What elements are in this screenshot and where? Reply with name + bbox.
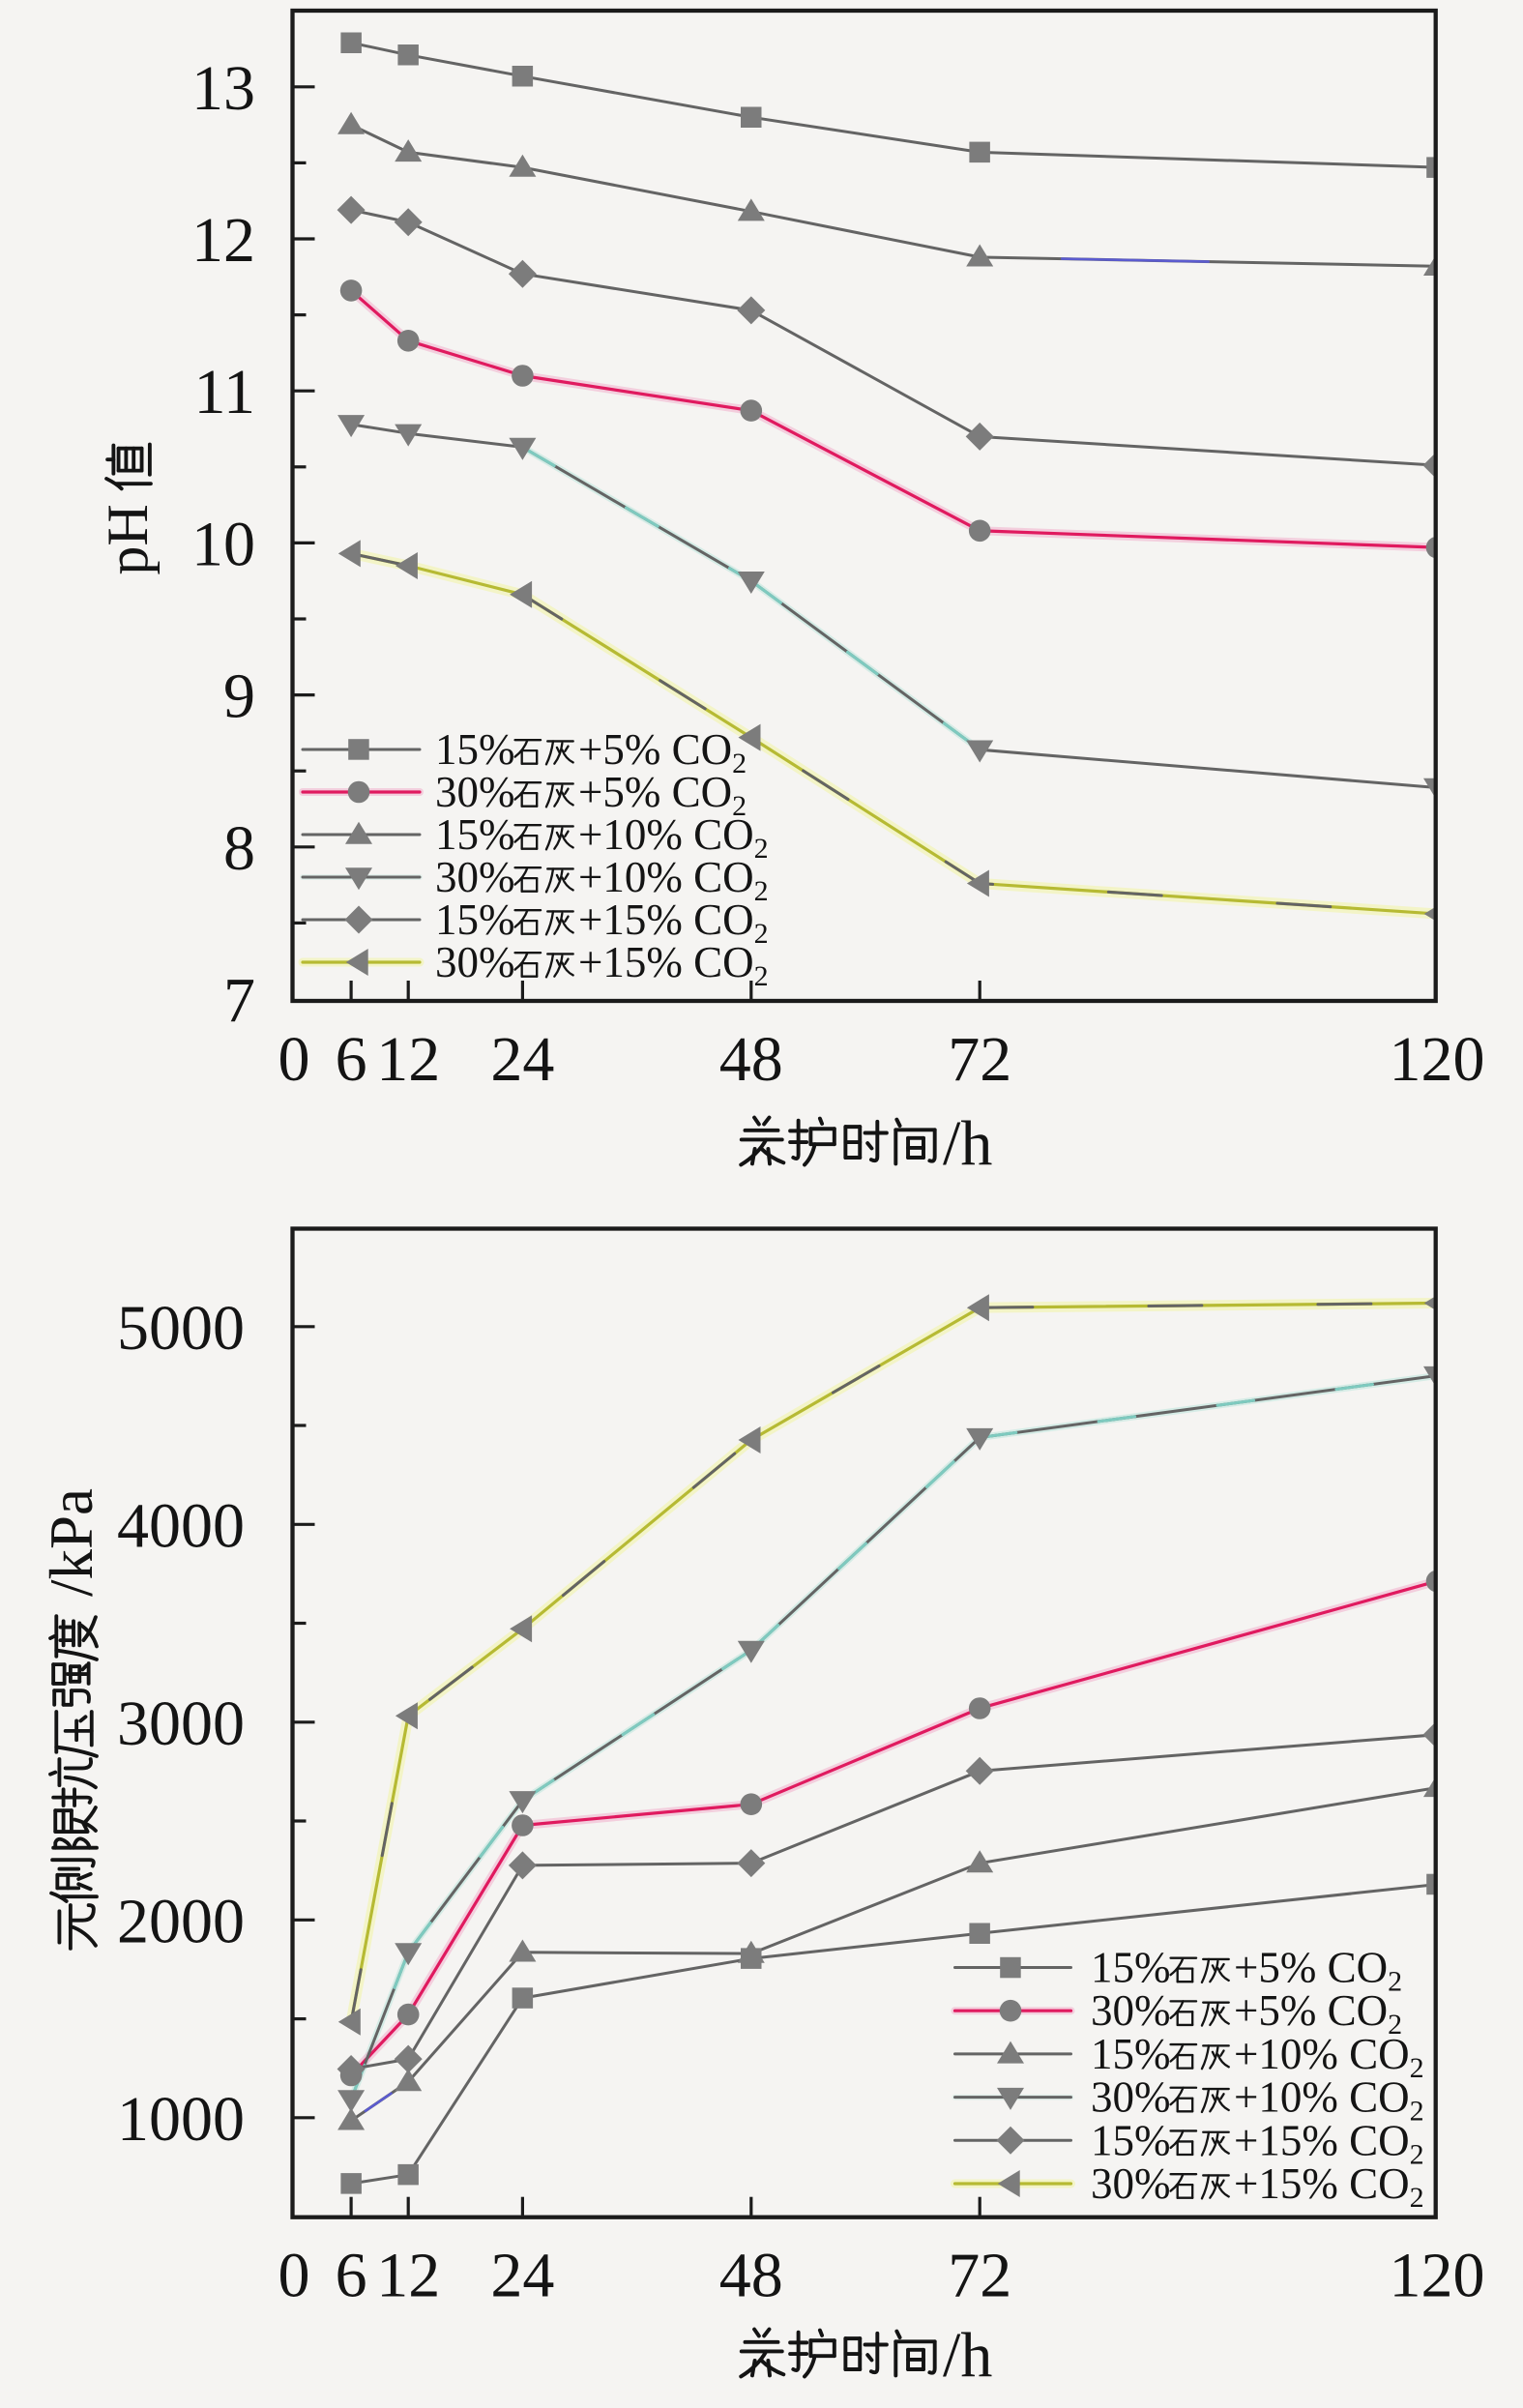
svg-text:+10% CO2: +10% CO2	[1234, 2030, 1424, 2084]
svg-text:12: 12	[191, 205, 255, 276]
svg-text:12: 12	[376, 1024, 440, 1095]
svg-text:120: 120	[1390, 1024, 1485, 1095]
svg-text:30%: 30%	[1091, 2159, 1171, 2208]
svg-text:15%: 15%	[1091, 1944, 1171, 1992]
svg-text:48: 48	[719, 2241, 783, 2311]
svg-text:6: 6	[336, 2241, 367, 2311]
svg-text:1000: 1000	[117, 2084, 245, 2155]
svg-text:30%: 30%	[1091, 1986, 1171, 2035]
svg-text:7: 7	[223, 965, 255, 1036]
svg-text:+15% CO2: +15% CO2	[578, 938, 769, 992]
svg-text:+5% CO2: +5% CO2	[578, 768, 747, 822]
svg-text:5000: 5000	[117, 1293, 245, 1364]
svg-text:24: 24	[490, 1024, 554, 1095]
svg-text:/h: /h	[943, 2320, 992, 2391]
svg-text:11: 11	[193, 357, 255, 427]
svg-text:+15% CO2: +15% CO2	[578, 896, 769, 950]
svg-text:9: 9	[223, 661, 255, 732]
svg-text:/h: /h	[943, 1108, 992, 1179]
svg-text:+5% CO2: +5% CO2	[578, 725, 747, 779]
svg-text:10: 10	[191, 509, 255, 579]
svg-text:30%: 30%	[435, 853, 515, 901]
svg-text:15%: 15%	[1091, 2030, 1171, 2078]
svg-text:+10% CO2: +10% CO2	[1234, 2073, 1424, 2128]
svg-text:6: 6	[336, 1024, 367, 1095]
svg-text:+5% CO2: +5% CO2	[1234, 1944, 1402, 1998]
svg-text:+15% CO2: +15% CO2	[1234, 2116, 1424, 2170]
svg-text:13: 13	[191, 53, 255, 124]
svg-text:15%: 15%	[1091, 2116, 1171, 2164]
svg-text:30%: 30%	[1091, 2073, 1171, 2122]
svg-text:pH: pH	[96, 504, 160, 574]
svg-text:+5% CO2: +5% CO2	[1234, 1986, 1402, 2041]
svg-text:4000: 4000	[117, 1490, 245, 1561]
svg-text:0: 0	[278, 2241, 310, 2311]
svg-text:3000: 3000	[117, 1689, 245, 1759]
svg-text:+10% CO2: +10% CO2	[578, 810, 769, 865]
svg-text:+15% CO2: +15% CO2	[1234, 2159, 1424, 2214]
svg-text:72: 72	[948, 2241, 1011, 2311]
svg-text:0: 0	[278, 1024, 310, 1095]
svg-text:120: 120	[1390, 2241, 1485, 2311]
svg-text:12: 12	[376, 2241, 440, 2311]
svg-text:24: 24	[490, 2241, 554, 2311]
svg-text:48: 48	[719, 1024, 783, 1095]
svg-text:72: 72	[948, 1024, 1011, 1095]
svg-text:15%: 15%	[435, 725, 515, 774]
svg-text:30%: 30%	[435, 768, 515, 816]
svg-text:8: 8	[223, 813, 255, 884]
svg-text:30%: 30%	[435, 938, 515, 986]
svg-text:+10% CO2: +10% CO2	[578, 853, 769, 907]
svg-text:/kPa: /kPa	[38, 1488, 105, 1597]
svg-text:15%: 15%	[435, 810, 515, 859]
svg-text:2000: 2000	[117, 1886, 245, 1956]
svg-text:15%: 15%	[435, 896, 515, 944]
